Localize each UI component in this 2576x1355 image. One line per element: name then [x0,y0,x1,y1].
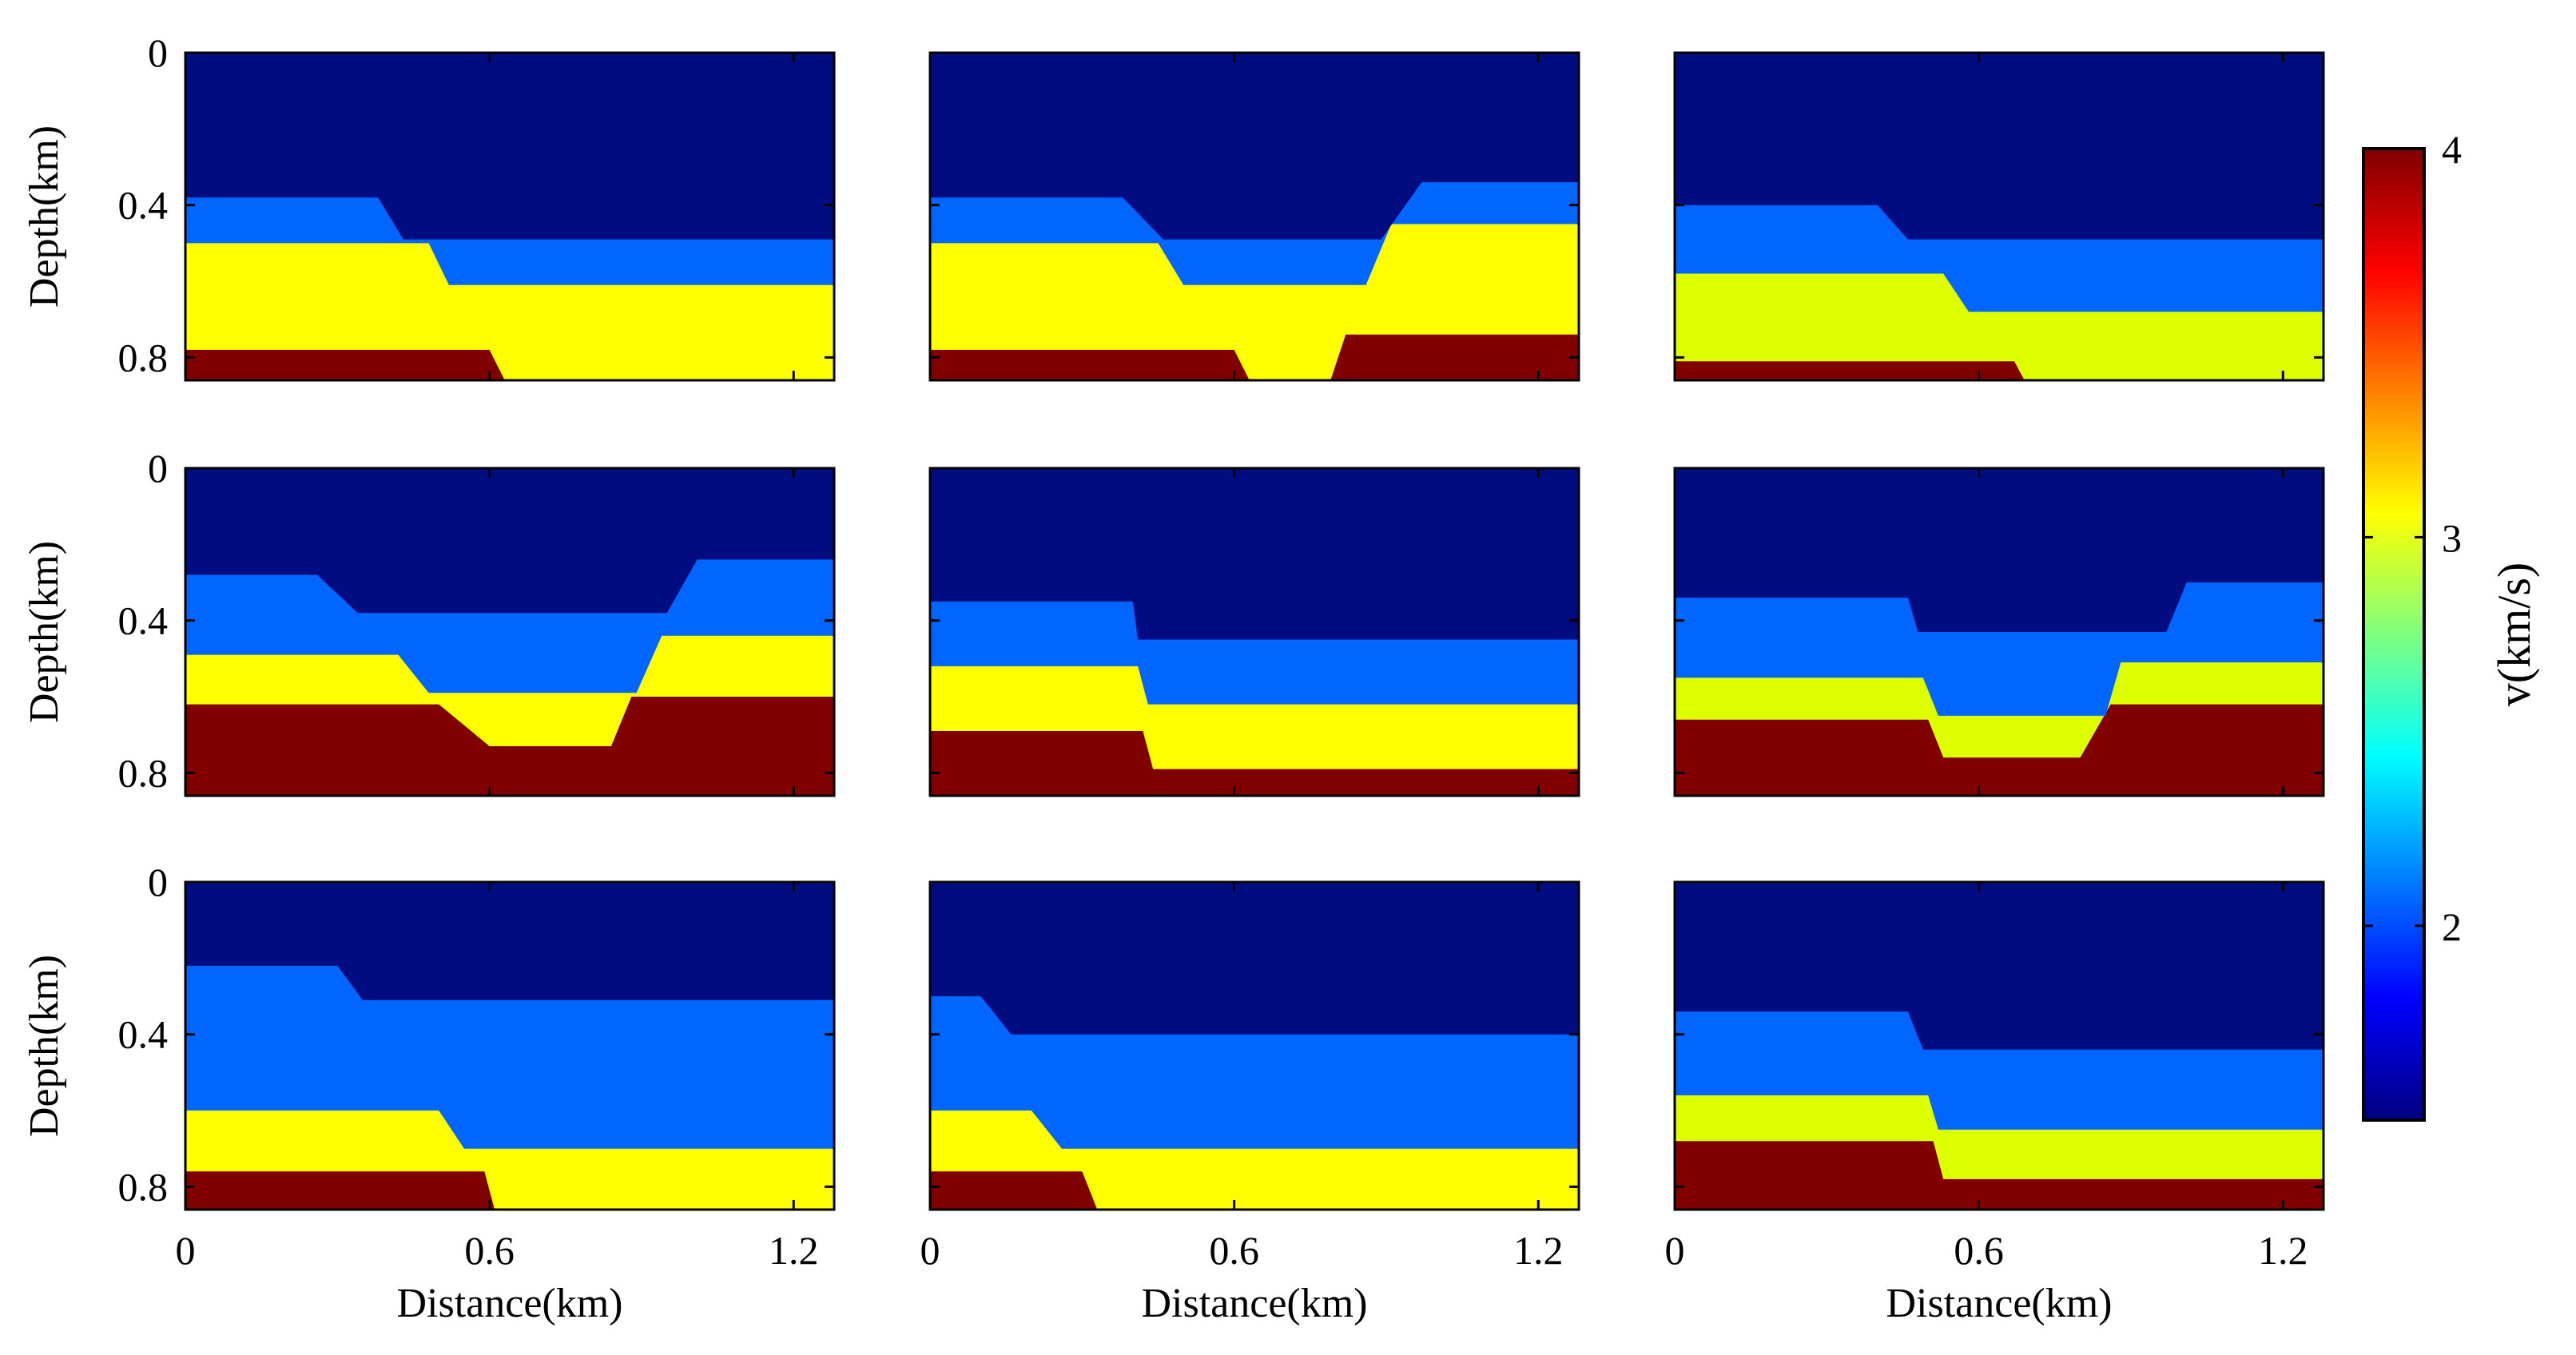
velocity-layer-1 [185,53,834,240]
velocity-layer-1 [1675,53,2324,240]
panel-r3c2: 0 0.6 1.2 Distance(km) [920,880,1580,1326]
panel-r1c3 [1673,51,2325,382]
x-tick-label: 1.2 [2258,1228,2308,1273]
panel-r2c3 [1673,467,2325,797]
x-axis-title: Distance(km) [1886,1281,2112,1326]
colorbar-tick-label: 4 [2442,127,2462,172]
y-axis-title: Depth(km) [22,125,67,308]
y-tick-label: 0.8 [118,750,169,795]
colorbar-tick-label: 2 [2442,904,2462,949]
panel-r3c3: 0 0.6 1.2 Distance(km) [1665,880,2325,1326]
panel-grid: 0 0.4 0.8 Depth(km) 0 0.4 0.8 Depth(km) 0 0.4 0.8 D… [22,30,2325,1326]
x-tick-label: 0 [1665,1228,1685,1273]
x-tick-label: 1.2 [769,1228,819,1273]
panel-frame [184,51,836,382]
velocity-layer-1 [930,53,1579,240]
velocity-layer-1 [185,468,834,614]
velocity-layer-1 [930,882,1579,1035]
velocity-layer-1 [930,468,1579,640]
colorbar-label: v(km/s) [2488,562,2540,706]
y-tick-label: 0.4 [118,183,169,228]
y-axis-title: Depth(km) [22,541,67,723]
panel-r1c1: 0 0.4 0.8 Depth(km) [22,30,836,382]
panel-frame [1673,880,2325,1211]
panel-frame [184,467,836,797]
panel-frame [928,467,1580,797]
velocity-layer-1 [185,882,834,1000]
x-axis-title: Distance(km) [396,1281,622,1326]
panel-frame [1673,51,2325,382]
velocity-layer-1 [1675,882,2324,1050]
y-tick-label: 0 [148,860,168,904]
panel-r2c2 [928,467,1580,797]
panel-r1c2 [928,51,1580,382]
velocity-layer-1 [1675,468,2324,632]
panel-frame [928,51,1580,382]
y-tick-label: 0.8 [118,335,169,379]
y-tick-label: 0.8 [118,1164,169,1209]
y-axis-title: Depth(km) [22,955,67,1137]
y-tick-label: 0 [148,446,168,491]
x-tick-label: 0.6 [1954,1228,2004,1273]
y-tick-label: 0.4 [118,1012,169,1057]
panel-frame [1673,467,2325,797]
x-axis-title: Distance(km) [1141,1281,1367,1326]
x-tick-label: 0 [920,1228,940,1273]
colorbar-tick-label: 3 [2442,515,2462,560]
panel-frame [928,880,1580,1211]
x-tick-label: 0.6 [464,1228,515,1273]
x-tick-label: 1.2 [1513,1228,1564,1273]
colorbar-ticks: 2 3 4 [2363,127,2462,949]
y-tick-label: 0 [148,30,168,75]
colorbar-gradient [2362,147,2426,1122]
panel-r3c1: 0 0.4 0.8 Depth(km) 0 0.6 1.2 Distance(km) [22,860,836,1326]
panel-frame [184,880,836,1211]
panel-r2c1: 0 0.4 0.8 Depth(km) [22,446,836,797]
x-tick-label: 0.6 [1209,1228,1259,1273]
x-tick-label: 0 [176,1228,196,1273]
y-tick-label: 0.4 [118,598,169,643]
colorbar: 2 3 4 v(km/s) [2362,127,2540,1122]
